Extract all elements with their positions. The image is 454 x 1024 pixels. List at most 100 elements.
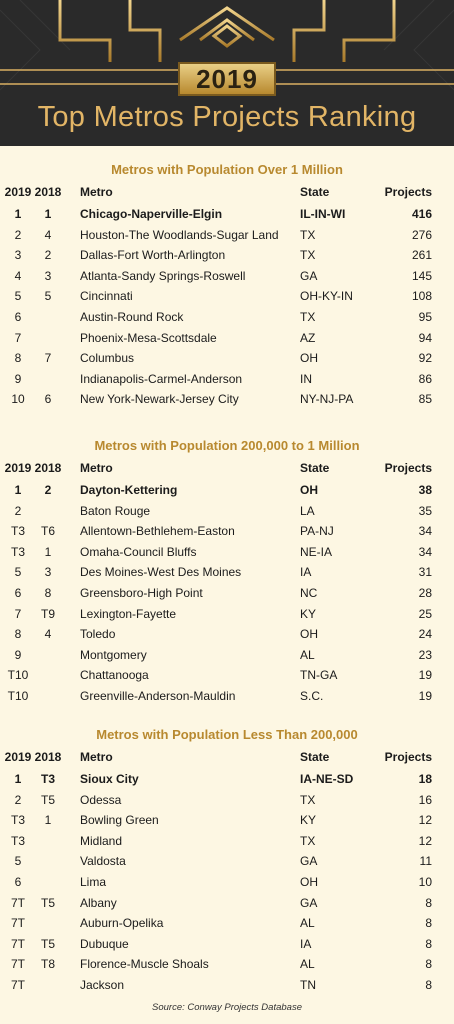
state-code: OH xyxy=(300,627,318,642)
state-code: GA xyxy=(300,268,318,283)
project-count: 261 xyxy=(411,248,432,263)
rank-2018: 8 xyxy=(44,586,52,600)
project-count: 19 xyxy=(418,668,432,683)
project-count: 86 xyxy=(418,371,432,386)
rank-2019: 5 xyxy=(14,565,22,580)
table-row: 7T T5 Dubuque IA 8 xyxy=(0,934,454,954)
metro-name: Odessa xyxy=(80,792,122,807)
table-row: T3 T6 Allentown-Bethlehem-Easton PA-NJ 34 xyxy=(0,521,454,541)
state-code: KY xyxy=(300,813,317,828)
project-count: 145 xyxy=(411,268,432,283)
project-count: 8 xyxy=(425,936,432,951)
table-row: T3 1 Bowling Green KY 12 xyxy=(0,810,454,830)
state-code: PA-NJ xyxy=(300,524,334,539)
metro-name: Omaha-Council Bluffs xyxy=(80,544,197,559)
state-code: TX xyxy=(300,792,316,807)
table-row: 2 Baton Rouge LA 35 xyxy=(0,501,454,521)
rank-2019: 2 xyxy=(14,503,22,518)
metro-name: Albany xyxy=(80,895,117,910)
table-row: T3 1 Omaha-Council Bluffs NE-IA 34 xyxy=(0,542,454,562)
state-code: IA-NE-SD xyxy=(300,772,354,786)
project-count: 416 xyxy=(411,207,432,221)
state-code: NE-IA xyxy=(300,544,333,559)
rank-2018: 1 xyxy=(44,207,52,221)
metro-name: Midland xyxy=(80,833,123,848)
state-code: GA xyxy=(300,854,318,869)
table-row: 5 Valdosta GA 11 xyxy=(0,851,454,871)
table-row: 3 2 Dallas-Fort Worth-Arlington TX 261 xyxy=(0,245,454,265)
rank-2018: T9 xyxy=(40,606,55,621)
state-code: TX xyxy=(300,310,316,324)
table-row: 9 Montgomery AL 23 xyxy=(0,645,454,665)
rank-2019: 7T xyxy=(10,895,25,910)
metro-name: Greenville-Anderson-Mauldin xyxy=(80,689,236,703)
state-code: AZ xyxy=(300,330,316,345)
state-code: LA xyxy=(300,503,315,518)
metro-name: Dallas-Fort Worth-Arlington xyxy=(80,248,226,263)
metro-name: Allentown-Bethlehem-Easton xyxy=(80,524,235,539)
rank-2018: 5 xyxy=(44,289,52,304)
state-code: KY xyxy=(300,606,317,621)
metro-name: Atlanta-Sandy Springs-Roswell xyxy=(80,268,246,283)
project-count: 8 xyxy=(425,895,432,910)
project-count: 18 xyxy=(418,772,432,786)
rank-2019: T3 xyxy=(10,524,25,539)
project-count: 8 xyxy=(425,957,432,972)
table-row: 6 Lima OH 10 xyxy=(0,872,454,892)
col-state-header: State xyxy=(300,185,330,199)
rank-2019: T3 xyxy=(10,833,25,848)
metro-name: Chattanooga xyxy=(80,668,149,683)
project-count: 31 xyxy=(418,565,432,580)
rank-2018: 3 xyxy=(44,565,52,580)
col-metro-header: Metro xyxy=(80,750,113,764)
table-row: T3 Midland TX 12 xyxy=(0,831,454,851)
state-code: IA xyxy=(300,565,312,580)
col-2019-header: 2019 xyxy=(4,185,32,199)
table-row: 2 4 Houston-The Woodlands-Sugar Land TX 276 xyxy=(0,225,454,245)
rank-2019: 7T xyxy=(10,978,25,992)
metro-name: Lima xyxy=(80,875,107,889)
project-count: 8 xyxy=(425,978,432,992)
year-badge: 2019 xyxy=(178,62,276,96)
rank-2018: T8 xyxy=(40,957,55,972)
rank-2019: 7T xyxy=(10,957,25,972)
table-row: 5 5 Cincinnati OH-KY-IN 108 xyxy=(0,286,454,306)
rank-2019: 8 xyxy=(14,627,22,642)
state-code: OH xyxy=(300,351,318,366)
rank-2019: 4 xyxy=(14,268,22,283)
metro-name: Montgomery xyxy=(80,647,147,662)
col-projects-header: Projects xyxy=(384,750,432,764)
table-row: 7 Phoenix-Mesa-Scottsdale AZ 94 xyxy=(0,328,454,348)
table-row: 8 4 Toledo OH 24 xyxy=(0,624,454,644)
metro-name: Houston-The Woodlands-Sugar Land xyxy=(80,227,279,242)
state-code: IN xyxy=(300,371,312,386)
rank-2019: 1 xyxy=(14,772,22,786)
metro-name: Auburn-Opelika xyxy=(80,916,164,931)
page-title: Top Metros Projects Ranking xyxy=(37,101,417,133)
metro-name: Des Moines-West Des Moines xyxy=(80,565,242,580)
rank-2019: 7 xyxy=(14,606,22,621)
section-title: Metros with Population Less Than 200,000 xyxy=(96,727,358,742)
table-row: T10 Chattanooga TN-GA 19 xyxy=(0,665,454,685)
rank-2019: 2 xyxy=(14,227,22,242)
col-state-header: State xyxy=(300,461,330,475)
table-row: 1 T3 Sioux City IA-NE-SD 18 xyxy=(0,769,454,789)
metro-name: Columbus xyxy=(80,351,135,366)
table-row: 8 7 Columbus OH 92 xyxy=(0,348,454,368)
project-count: 108 xyxy=(411,289,432,304)
project-count: 92 xyxy=(418,351,432,366)
state-code: IL-IN-WI xyxy=(300,207,346,221)
col-2018-header: 2018 xyxy=(34,185,62,199)
metro-name: Valdosta xyxy=(80,854,126,869)
rank-2019: 9 xyxy=(14,647,22,662)
state-code: OH xyxy=(300,875,318,889)
state-code: TX xyxy=(300,248,316,263)
table-row: 4 3 Atlanta-Sandy Springs-Roswell GA 145 xyxy=(0,266,454,286)
state-code: IA xyxy=(300,936,312,951)
metro-name: Chicago-Naperville-Elgin xyxy=(80,207,223,221)
metro-name: Greensboro-High Point xyxy=(80,586,203,600)
metro-name: New York-Newark-Jersey City xyxy=(80,392,239,407)
project-count: 38 xyxy=(418,483,432,497)
rank-2018: T5 xyxy=(40,936,55,951)
rank-2018: 2 xyxy=(44,483,52,497)
